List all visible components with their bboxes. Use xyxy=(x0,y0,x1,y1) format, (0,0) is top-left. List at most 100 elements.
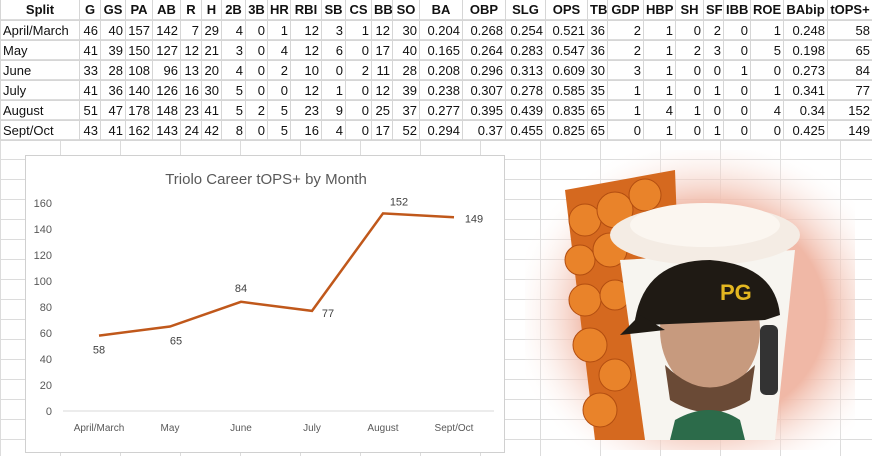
table-cell[interactable]: 41 xyxy=(100,119,126,141)
column-header[interactable]: HR xyxy=(267,0,291,21)
table-cell[interactable]: 1 xyxy=(267,19,291,41)
table-cell[interactable]: 28 xyxy=(392,59,420,81)
table-cell[interactable]: 0.521 xyxy=(545,19,588,41)
table-cell[interactable]: 0.198 xyxy=(783,39,828,61)
table-cell[interactable]: 17 xyxy=(371,39,393,61)
column-header[interactable]: H xyxy=(201,0,222,21)
table-cell[interactable]: May xyxy=(0,39,80,61)
column-header[interactable]: R xyxy=(180,0,202,21)
table-cell[interactable]: 178 xyxy=(125,99,153,121)
table-cell[interactable]: 0 xyxy=(723,119,751,141)
table-cell[interactable]: 5 xyxy=(221,99,246,121)
table-cell[interactable]: 0 xyxy=(675,119,704,141)
column-header[interactable]: Split xyxy=(0,0,80,21)
table-cell[interactable]: 1 xyxy=(703,79,724,101)
table-cell[interactable]: 0.313 xyxy=(505,59,546,81)
table-cell[interactable]: 0 xyxy=(723,99,751,121)
column-header[interactable]: tOPS+ xyxy=(827,0,872,21)
table-cell[interactable]: 5 xyxy=(267,119,291,141)
table-cell[interactable]: 96 xyxy=(152,59,181,81)
table-cell[interactable]: 1 xyxy=(750,19,784,41)
table-cell[interactable]: 126 xyxy=(152,79,181,101)
table-cell[interactable]: 65 xyxy=(587,99,608,121)
table-cell[interactable]: 3 xyxy=(703,39,724,61)
table-cell[interactable]: 39 xyxy=(100,39,126,61)
table-cell[interactable]: 5 xyxy=(221,79,246,101)
table-cell[interactable]: 2 xyxy=(345,59,372,81)
table-cell[interactable]: 52 xyxy=(392,119,420,141)
table-cell[interactable]: 0 xyxy=(245,19,268,41)
table-cell[interactable]: 20 xyxy=(201,59,222,81)
table-cell[interactable]: 0.238 xyxy=(419,79,463,101)
table-cell[interactable]: 1 xyxy=(643,119,676,141)
table-cell[interactable]: 4 xyxy=(267,39,291,61)
table-cell[interactable]: 41 xyxy=(79,39,101,61)
table-cell[interactable]: 0.547 xyxy=(545,39,588,61)
column-header[interactable]: SO xyxy=(392,0,420,21)
table-cell[interactable]: 0.268 xyxy=(462,19,506,41)
table-cell[interactable]: 0 xyxy=(245,79,268,101)
table-cell[interactable]: 65 xyxy=(587,119,608,141)
table-cell[interactable]: 143 xyxy=(152,119,181,141)
table-cell[interactable]: April/March xyxy=(0,19,80,41)
table-cell[interactable]: 0.439 xyxy=(505,99,546,121)
column-header[interactable]: PA xyxy=(125,0,153,21)
table-cell[interactable]: 0 xyxy=(345,99,372,121)
table-cell[interactable]: 42 xyxy=(201,119,222,141)
table-cell[interactable]: 30 xyxy=(201,79,222,101)
table-cell[interactable]: 12 xyxy=(371,19,393,41)
line-chart[interactable]: Triolo Career tOPS+ by Month 0 20 40 60 80 100… xyxy=(25,155,505,453)
table-cell[interactable]: 140 xyxy=(125,79,153,101)
table-cell[interactable]: 3 xyxy=(607,59,644,81)
table-cell[interactable]: 0 xyxy=(321,59,346,81)
column-header[interactable]: IBB xyxy=(723,0,751,21)
table-cell[interactable]: 24 xyxy=(180,119,202,141)
table-cell[interactable]: 1 xyxy=(643,39,676,61)
table-cell[interactable]: 84 xyxy=(827,59,872,81)
table-cell[interactable]: 0 xyxy=(607,119,644,141)
table-cell[interactable]: 29 xyxy=(201,19,222,41)
table-cell[interactable]: 157 xyxy=(125,19,153,41)
table-cell[interactable]: 108 xyxy=(125,59,153,81)
table-cell[interactable]: 46 xyxy=(79,19,101,41)
table-cell[interactable]: 0 xyxy=(675,19,704,41)
table-cell[interactable]: 28 xyxy=(100,59,126,81)
table-cell[interactable]: 0.37 xyxy=(462,119,506,141)
table-cell[interactable]: 0.264 xyxy=(462,39,506,61)
table-cell[interactable]: August xyxy=(0,99,80,121)
table-cell[interactable]: 5 xyxy=(750,39,784,61)
table-cell[interactable]: June xyxy=(0,59,80,81)
table-cell[interactable]: 7 xyxy=(180,19,202,41)
column-header[interactable]: ROE xyxy=(750,0,784,21)
table-cell[interactable]: 3 xyxy=(221,39,246,61)
table-cell[interactable]: 152 xyxy=(827,99,872,121)
table-cell[interactable]: 150 xyxy=(125,39,153,61)
table-cell[interactable]: 41 xyxy=(201,99,222,121)
table-cell[interactable]: 0.273 xyxy=(783,59,828,81)
column-header[interactable]: SH xyxy=(675,0,704,21)
table-cell[interactable]: 0.425 xyxy=(783,119,828,141)
table-cell[interactable]: Sept/Oct xyxy=(0,119,80,141)
column-header[interactable]: BA xyxy=(419,0,463,21)
table-cell[interactable]: 1 xyxy=(345,19,372,41)
table-cell[interactable]: 33 xyxy=(79,59,101,81)
table-cell[interactable]: 0 xyxy=(675,79,704,101)
table-cell[interactable]: 0.609 xyxy=(545,59,588,81)
table-cell[interactable]: July xyxy=(0,79,80,101)
table-cell[interactable]: 23 xyxy=(180,99,202,121)
table-cell[interactable]: 127 xyxy=(152,39,181,61)
table-cell[interactable]: 0.34 xyxy=(783,99,828,121)
table-cell[interactable]: 1 xyxy=(607,79,644,101)
column-header[interactable]: CS xyxy=(345,0,372,21)
table-cell[interactable]: 12 xyxy=(290,39,322,61)
column-header[interactable]: 2B xyxy=(221,0,246,21)
table-cell[interactable]: 12 xyxy=(371,79,393,101)
table-cell[interactable]: 142 xyxy=(152,19,181,41)
table-cell[interactable]: 65 xyxy=(827,39,872,61)
column-header[interactable]: OPS xyxy=(545,0,588,21)
table-cell[interactable]: 0 xyxy=(750,59,784,81)
table-cell[interactable]: 12 xyxy=(180,39,202,61)
table-cell[interactable]: 0 xyxy=(723,79,751,101)
table-cell[interactable]: 2 xyxy=(675,39,704,61)
table-cell[interactable]: 36 xyxy=(587,39,608,61)
